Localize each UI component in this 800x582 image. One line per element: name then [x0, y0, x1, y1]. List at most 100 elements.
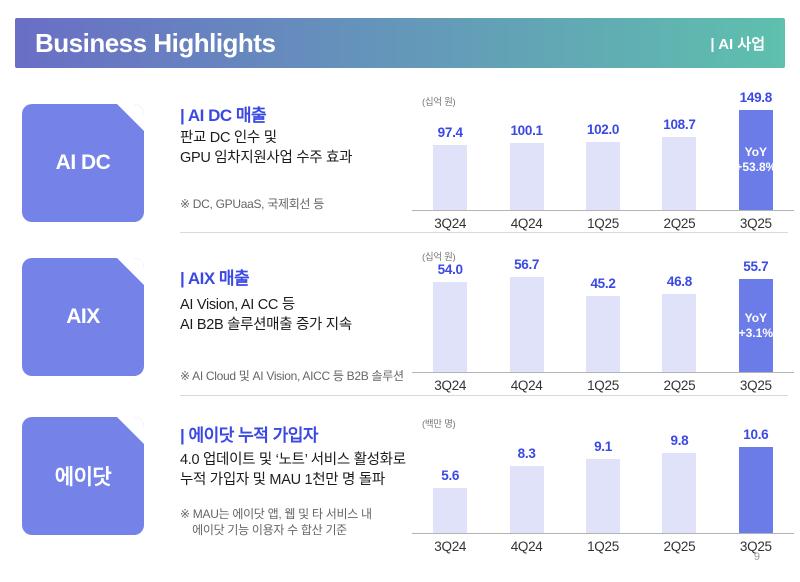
page-number: 9	[753, 551, 760, 563]
bar-3q25	[738, 447, 773, 533]
x-tick-label: 1Q25	[587, 539, 619, 554]
x-tick-label: 3Q24	[434, 539, 467, 554]
x-tick-label: 3Q24	[434, 378, 467, 393]
badge-adot: 에이닷	[22, 417, 144, 535]
bar-value-label: 102.0	[586, 122, 620, 137]
slide-header: Business Highlights | AI 사업	[15, 18, 785, 68]
x-tick-label: 2Q25	[663, 539, 696, 554]
x-tick-label: 1Q25	[587, 216, 619, 231]
bar-3q25: YoY +53.8%	[735, 110, 776, 210]
section-heading: | AIX 매출	[180, 269, 250, 288]
x-axis-labels: 3Q24 4Q24 1Q25 2Q25 3Q25	[412, 534, 794, 554]
chart-unit-label: (백만 명)	[422, 419, 456, 430]
bar-column-1q25: 9.1	[565, 417, 641, 533]
bar-3q25: YoY +3.1%	[739, 279, 773, 372]
page-title: Business Highlights	[35, 27, 276, 58]
bar-value-label: 10.6	[743, 427, 769, 442]
section-footnote: ※ DC, GPUaaS, 국제회선 등	[180, 197, 324, 211]
chart-unit-label: (십억 원)	[422, 97, 456, 108]
bar-4q24	[509, 277, 544, 372]
section-body: 4.0 업데이트 및 ‘노트’ 서비스 활성화로 누적 가입자 및 MAU 1천…	[180, 452, 406, 488]
badge-label: 에이닷	[54, 466, 112, 489]
chart-plot-area: 97.4 100.1 102.0 108.7 149.8 YoY +53.8%	[412, 90, 794, 211]
x-tick-label: 2Q25	[663, 378, 696, 393]
x-tick-label: 4Q24	[510, 216, 543, 231]
bar-value-label: 8.3	[517, 446, 536, 461]
bar-1q25	[586, 459, 621, 533]
bar-value-label: 54.0	[437, 262, 463, 277]
x-tick-label: 4Q24	[510, 378, 543, 393]
chart-adot-subscribers: (백만 명) 5.6 8.3 9.1 9.8 10.6 3Q24 4Q24 1Q25 2Q25 3Q…	[412, 403, 794, 560]
chart-aidc-revenue: (십억 원) 97.4 100.1 102.0 108.7 149.8 YoY +53.8%…	[412, 90, 794, 232]
bar-column-1q25: 45.2	[565, 254, 641, 372]
bar-column-3q24: 5.6	[412, 417, 488, 533]
bar-column-3q25: 10.6	[718, 417, 794, 533]
bar-1q25	[586, 296, 621, 372]
section-text-aidc: | AI DC 매출 판교 DC 인수 및 GPU 임차지원사업 수주 효과 ※…	[180, 90, 410, 232]
bar-value-label: 9.1	[594, 439, 612, 454]
bar-value-label: 149.8	[739, 90, 773, 105]
bar-value-label: 108.7	[663, 117, 696, 132]
section-divider	[180, 395, 788, 396]
yoy-annotation: YoY +3.1%	[738, 310, 774, 340]
bar-value-label: 56.7	[514, 257, 540, 272]
header-category-tag: | AI 사업	[710, 35, 765, 53]
bar-value-label: 45.2	[590, 276, 616, 291]
bar-4q24	[509, 143, 544, 210]
bar-3q24	[433, 145, 468, 210]
bar-value-label: 46.8	[666, 274, 692, 289]
yoy-annotation: YoY +53.8%	[735, 145, 777, 174]
bar-column-3q24: 54.0	[412, 254, 488, 372]
bar-column-2q25: 108.7	[641, 90, 717, 210]
x-axis-labels: 3Q24 4Q24 1Q25 2Q25 3Q25	[412, 211, 794, 231]
badge-aix: AIX	[22, 258, 144, 376]
x-tick-label: 3Q25	[739, 378, 772, 393]
bar-2q25	[662, 294, 697, 372]
badge-label: AIX	[66, 305, 100, 328]
section-text-adot: | 에이닷 누적 가입자 4.0 업데이트 및 ‘노트’ 서비스 활성화로 누적…	[180, 403, 410, 560]
section-heading: | 에이닷 누적 가입자	[180, 426, 319, 445]
bar-4q24	[509, 466, 544, 533]
bar-value-label: 55.7	[743, 259, 769, 274]
bar-column-1q25: 102.0	[565, 90, 641, 210]
chart-unit-label: (십억 원)	[422, 252, 456, 263]
bar-column-4q24: 56.7	[488, 254, 564, 372]
bar-value-label: 97.4	[437, 125, 463, 140]
bar-1q25	[586, 142, 621, 210]
section-divider	[180, 232, 788, 233]
badge-corner-cut	[117, 258, 144, 285]
section-body: 판교 DC 인수 및 GPU 임차지원사업 수주 효과	[180, 130, 353, 166]
section-footnote: ※ MAU는 에이닷 앱, 웹 및 타 서비스 내 에이닷 기능 이용자 수 합…	[180, 507, 372, 537]
x-tick-label: 2Q25	[663, 216, 696, 231]
section-body: AI Vision, AI CC 등 AI B2B 솔루션매출 증가 지속	[180, 297, 352, 333]
bar-column-4q24: 100.1	[488, 90, 564, 210]
section-aix: AIX | AIX 매출 AI Vision, AI CC 등 AI B2B 솔…	[15, 244, 794, 395]
bar-3q24	[433, 282, 468, 372]
bar-2q25	[662, 453, 697, 533]
bar-value-label: 5.6	[441, 468, 460, 483]
bar-column-3q25: 55.7 YoY +3.1%	[718, 254, 794, 372]
bar-value-label: 9.8	[670, 433, 689, 448]
badge-aidc: AI DC	[22, 104, 144, 222]
badge-corner-cut	[117, 104, 144, 131]
bar-column-2q25: 46.8	[641, 254, 717, 372]
x-tick-label: 1Q25	[587, 378, 619, 393]
chart-plot-area: 5.6 8.3 9.1 9.8 10.6	[412, 417, 794, 534]
bar-column-2q25: 9.8	[641, 417, 717, 533]
section-aidc: AI DC | AI DC 매출 판교 DC 인수 및 GPU 임차지원사업 수…	[15, 90, 794, 232]
bar-column-3q24: 97.4	[412, 90, 488, 210]
bar-2q25	[662, 137, 697, 210]
chart-aix-revenue: (십억 원) 54.0 56.7 45.2 46.8 55.7 YoY +3.1% 3Q24 4…	[412, 244, 794, 395]
badge-label: AI DC	[55, 151, 111, 174]
bar-column-3q25: 149.8 YoY +53.8%	[718, 90, 794, 210]
x-axis-labels: 3Q24 4Q24 1Q25 2Q25 3Q25	[412, 373, 794, 393]
badge-corner-cut	[117, 417, 144, 444]
section-heading: | AI DC 매출	[180, 106, 267, 125]
bar-3q24	[433, 488, 468, 533]
x-tick-label: 3Q25	[739, 216, 772, 231]
x-tick-label: 3Q24	[434, 216, 467, 231]
bar-value-label: 100.1	[510, 123, 543, 138]
x-tick-label: 3Q25	[739, 539, 772, 554]
bar-column-4q24: 8.3	[488, 417, 564, 533]
